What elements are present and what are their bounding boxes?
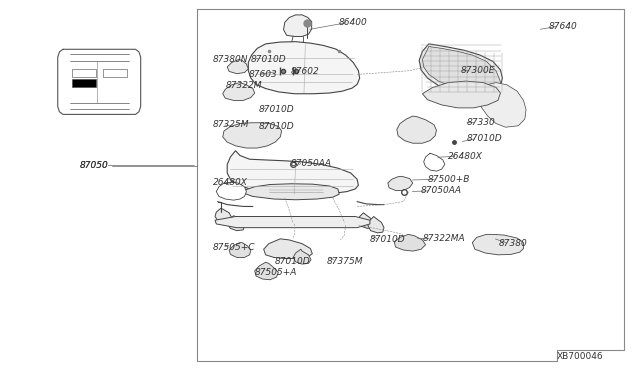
Text: 86400: 86400 — [339, 18, 368, 27]
Polygon shape — [472, 234, 524, 255]
Text: 87505+C: 87505+C — [212, 243, 255, 252]
Polygon shape — [72, 69, 96, 77]
Polygon shape — [248, 42, 360, 94]
Polygon shape — [397, 116, 436, 143]
Text: 87050AA: 87050AA — [291, 159, 332, 168]
Polygon shape — [419, 44, 502, 94]
Polygon shape — [227, 60, 248, 74]
Polygon shape — [223, 83, 255, 100]
Text: 26480X: 26480X — [448, 152, 483, 161]
Text: 87010D: 87010D — [275, 257, 311, 266]
Text: 87010D: 87010D — [370, 235, 406, 244]
Polygon shape — [244, 184, 339, 200]
Polygon shape — [216, 182, 246, 200]
Polygon shape — [229, 243, 251, 257]
Polygon shape — [102, 69, 127, 77]
Polygon shape — [255, 262, 278, 280]
Text: 87505+A: 87505+A — [255, 268, 297, 277]
Text: 87050: 87050 — [80, 161, 109, 170]
Polygon shape — [215, 208, 232, 222]
Text: 87010D: 87010D — [259, 105, 294, 114]
Text: 87010D: 87010D — [251, 55, 287, 64]
Text: 87050: 87050 — [80, 161, 109, 170]
Polygon shape — [480, 83, 526, 127]
Polygon shape — [422, 46, 500, 93]
Text: 87325M: 87325M — [212, 120, 249, 129]
Text: 87640: 87640 — [549, 22, 578, 31]
Text: 87322MA: 87322MA — [422, 234, 465, 243]
Text: 87050AA: 87050AA — [421, 186, 462, 195]
Polygon shape — [223, 123, 282, 148]
Text: 87322M: 87322M — [225, 81, 262, 90]
Polygon shape — [264, 239, 312, 259]
Text: 87500+B: 87500+B — [428, 175, 470, 184]
Polygon shape — [227, 216, 244, 231]
Text: XB700046: XB700046 — [557, 352, 604, 361]
Text: 87380: 87380 — [499, 239, 528, 248]
Polygon shape — [227, 151, 358, 194]
Text: 87375M: 87375M — [326, 257, 363, 266]
Text: 87330: 87330 — [467, 118, 496, 127]
Polygon shape — [284, 15, 312, 36]
Polygon shape — [358, 213, 374, 228]
Text: 87602: 87602 — [291, 67, 320, 76]
Text: 87603: 87603 — [248, 70, 277, 79]
Polygon shape — [72, 78, 96, 87]
Text: 87300E: 87300E — [461, 66, 495, 75]
Polygon shape — [388, 176, 413, 190]
Text: 87010D: 87010D — [259, 122, 294, 131]
Text: 26480X: 26480X — [212, 178, 247, 187]
Polygon shape — [394, 234, 426, 251]
Polygon shape — [422, 81, 500, 108]
Polygon shape — [293, 249, 311, 264]
Text: 87380N: 87380N — [212, 55, 248, 64]
Polygon shape — [368, 217, 384, 233]
Text: 87010D: 87010D — [467, 134, 503, 143]
Polygon shape — [215, 217, 370, 228]
